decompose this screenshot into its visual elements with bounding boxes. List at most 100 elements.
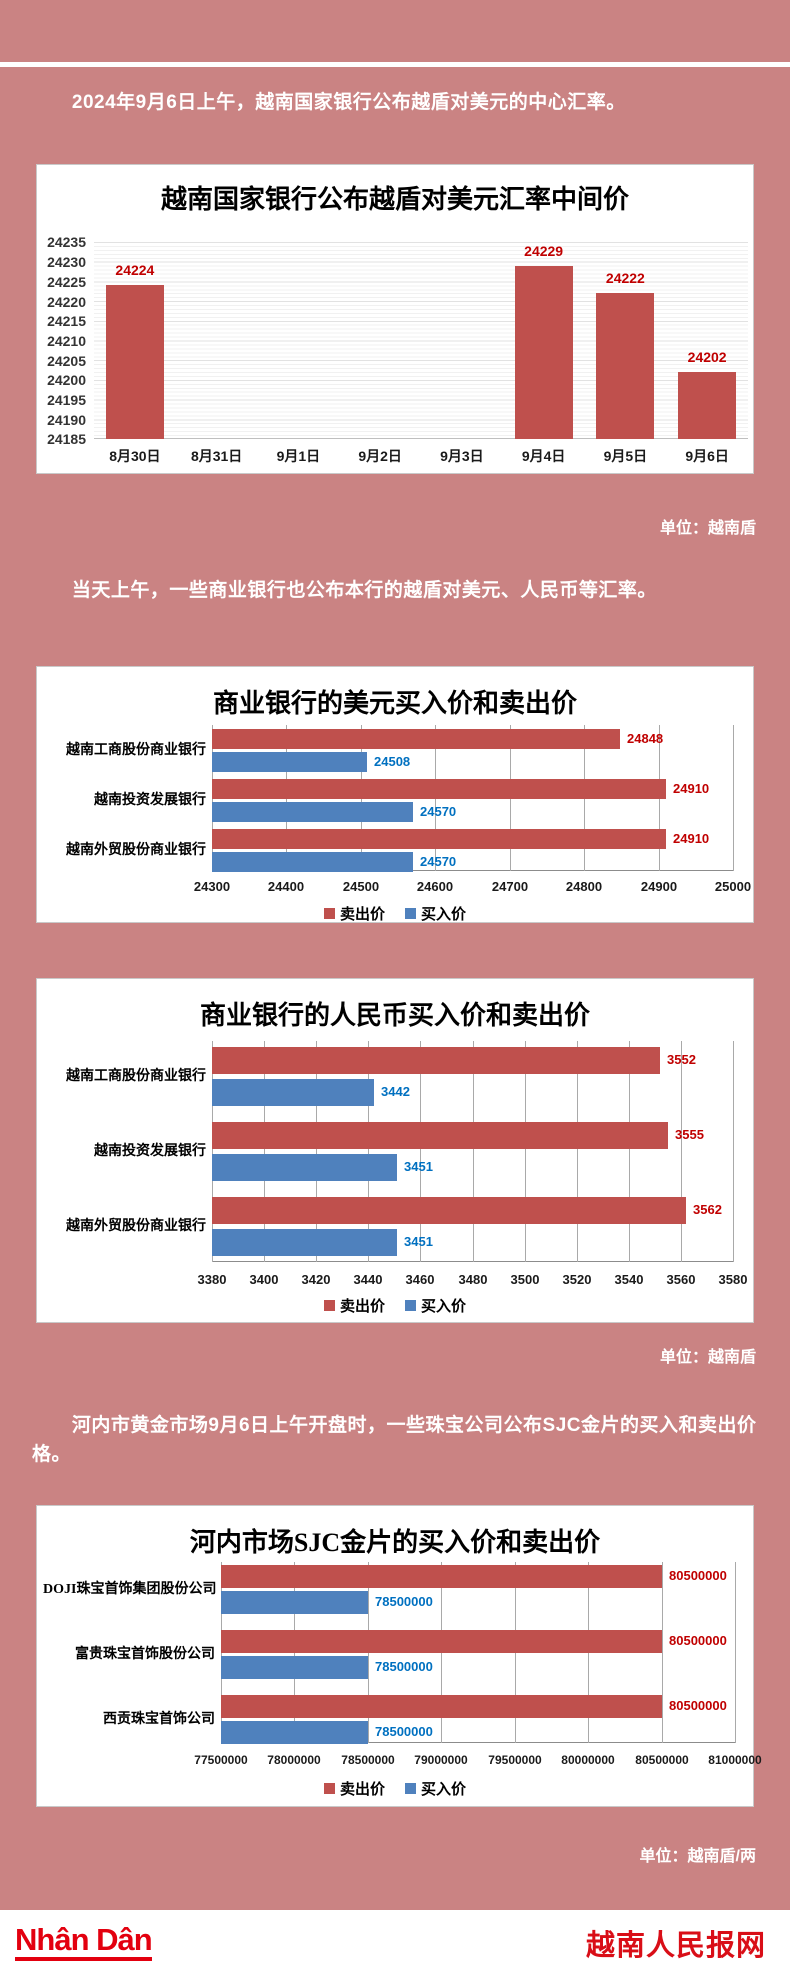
gridline — [473, 1040, 474, 1262]
x-axis-tick-label: 9月2日 — [358, 448, 402, 465]
gridline — [525, 1040, 526, 1262]
legend-label: 卖出价 — [339, 1297, 385, 1315]
x-axis-tick-label: 24300 — [193, 878, 231, 894]
nhandan-logo: Nhân Dân — [15, 1923, 153, 1962]
gridline — [577, 1040, 578, 1262]
legend: 卖出价 买入价 — [37, 1295, 753, 1316]
data-bar — [105, 285, 164, 440]
category-label: 越南工商股份商业银行 — [66, 743, 206, 759]
x-axis-tick-label: 3460 — [405, 1271, 435, 1287]
gridline — [212, 1040, 213, 1262]
legend-item: 卖出价 — [323, 1295, 385, 1316]
bar-value-label: 24229 — [524, 243, 564, 260]
legend-swatch — [323, 1299, 335, 1311]
legend-swatch — [405, 907, 416, 919]
bar-value-label: 24570 — [420, 803, 457, 819]
x-axis-tick-label: 8月31日 — [190, 448, 243, 465]
bar-value-label: 78500000 — [375, 1659, 433, 1675]
x-axis-tick-label: 24400 — [267, 878, 305, 894]
legend-swatch — [405, 1782, 416, 1794]
legend: 卖出价 买入价 — [37, 1778, 753, 1799]
data-bar — [212, 1196, 686, 1224]
bar-value-label: 80500000 — [669, 1568, 727, 1584]
footer-bar: Nhân Dân 越南人民报网 — [0, 1910, 790, 1975]
data-bar — [212, 1121, 668, 1149]
gridline — [420, 1040, 421, 1262]
category-label: 越南投资发展银行 — [94, 793, 206, 809]
x-axis-tick-label: 77500000 — [194, 1752, 248, 1767]
x-axis-tick-label: 3580 — [718, 1271, 748, 1287]
x-axis-tick-label: 3420 — [301, 1271, 331, 1287]
x-axis-tick-label: 3440 — [353, 1271, 383, 1287]
x-axis-tick-label: 9月1日 — [276, 448, 321, 465]
x-axis-tick-label: 3500 — [510, 1271, 540, 1287]
unit-caption: 单位：越南盾 — [659, 520, 756, 538]
gridline — [735, 1561, 736, 1743]
x-axis-tick-label: 3560 — [666, 1271, 696, 1287]
category-label: 越南外贸股份商业银行 — [66, 1219, 206, 1235]
x-axis-tick-label: 24800 — [565, 878, 603, 894]
category-label: 越南工商股份商业银行 — [66, 1069, 206, 1085]
x-axis-tick-label: 78500000 — [341, 1752, 395, 1767]
chart-title: 商业银行的美元买入价和卖出价 — [212, 688, 577, 718]
x-axis-tick-label: 24500 — [342, 878, 380, 894]
x-axis-tick-label: 25000 — [714, 878, 752, 894]
x-axis-tick-label: 79500000 — [488, 1752, 542, 1767]
gridline — [629, 1040, 630, 1262]
bar-value-label: 78500000 — [375, 1594, 433, 1610]
y-axis-tick-label: 24210 — [47, 332, 86, 349]
category-label: DOJI珠宝首饰集团股份公司 — [43, 1582, 217, 1598]
x-axis-tick-label: 3520 — [562, 1271, 592, 1287]
x-axis-tick-label: 3540 — [614, 1271, 644, 1287]
bar-value-label: 80500000 — [669, 1698, 727, 1714]
x-axis-tick-label: 24600 — [416, 878, 454, 894]
x-axis-tick-label: 8月30日 — [109, 448, 161, 465]
bar-value-label: 24570 — [420, 853, 457, 869]
bar-value-label: 24910 — [673, 830, 710, 846]
x-axis-tick-label: 80500000 — [635, 1752, 689, 1767]
chart-title: 越南国家银行公布越盾对美元汇率中间价 — [160, 184, 629, 215]
data-bar — [221, 1720, 368, 1744]
data-bar — [221, 1655, 368, 1679]
data-bar — [212, 1046, 660, 1074]
legend-item: 买入价 — [405, 903, 466, 924]
data-bar — [212, 1153, 397, 1181]
top-divider-line — [0, 62, 790, 67]
x-axis-tick-label: 79000000 — [414, 1752, 468, 1767]
data-bar — [212, 778, 666, 799]
legend-item: 卖出价 — [323, 903, 385, 924]
bar-value-label: 3562 — [693, 1202, 722, 1218]
legend-label: 买入价 — [421, 905, 467, 923]
legend-item: 卖出价 — [323, 1778, 385, 1799]
data-bar — [221, 1629, 662, 1653]
legend-label: 卖出价 — [339, 905, 385, 923]
y-axis-tick-label: 24220 — [47, 293, 86, 310]
gridline — [264, 1040, 265, 1262]
legend: 卖出价 买入价 — [37, 903, 753, 924]
data-bar — [212, 1228, 397, 1256]
x-axis-tick-label: 3400 — [249, 1271, 279, 1287]
gridline — [733, 1040, 734, 1262]
bar-value-label: 80500000 — [669, 1633, 727, 1649]
x-axis-tick-label: 9月5日 — [603, 448, 648, 465]
data-bar — [221, 1564, 662, 1588]
category-label: 越南外贸股份商业银行 — [66, 843, 206, 859]
data-bar — [514, 266, 573, 440]
legend-swatch — [405, 1299, 416, 1311]
unit-caption: 单位：越南盾/两 — [639, 1847, 756, 1865]
x-axis-tick-label: 24900 — [640, 878, 678, 894]
bar-value-label: 3451 — [404, 1159, 433, 1175]
plot-area — [212, 1041, 733, 1262]
unit-caption: 单位：越南盾 — [659, 1348, 756, 1366]
chart-usd-rates: 商业银行的美元买入价和卖出价 24300 24400 24500 24600 24700… — [36, 665, 754, 924]
bar-value-label: 3451 — [404, 1234, 433, 1250]
site-name: 越南人民报网 — [585, 1929, 766, 1962]
category-label: 越南投资发展银行 — [94, 1144, 206, 1160]
banks-paragraph: 当天上午，一些商业银行也公布本行的越盾对美元、人民币等汇率。 — [71, 580, 657, 602]
category-label: 西贡珠宝首饰公司 — [103, 1712, 215, 1728]
data-bar — [221, 1694, 662, 1718]
chart-title: 商业银行的人民币买入价和卖出价 — [199, 1000, 590, 1030]
data-bar — [212, 801, 413, 822]
gridline — [316, 1040, 317, 1262]
data-bar — [596, 293, 655, 440]
